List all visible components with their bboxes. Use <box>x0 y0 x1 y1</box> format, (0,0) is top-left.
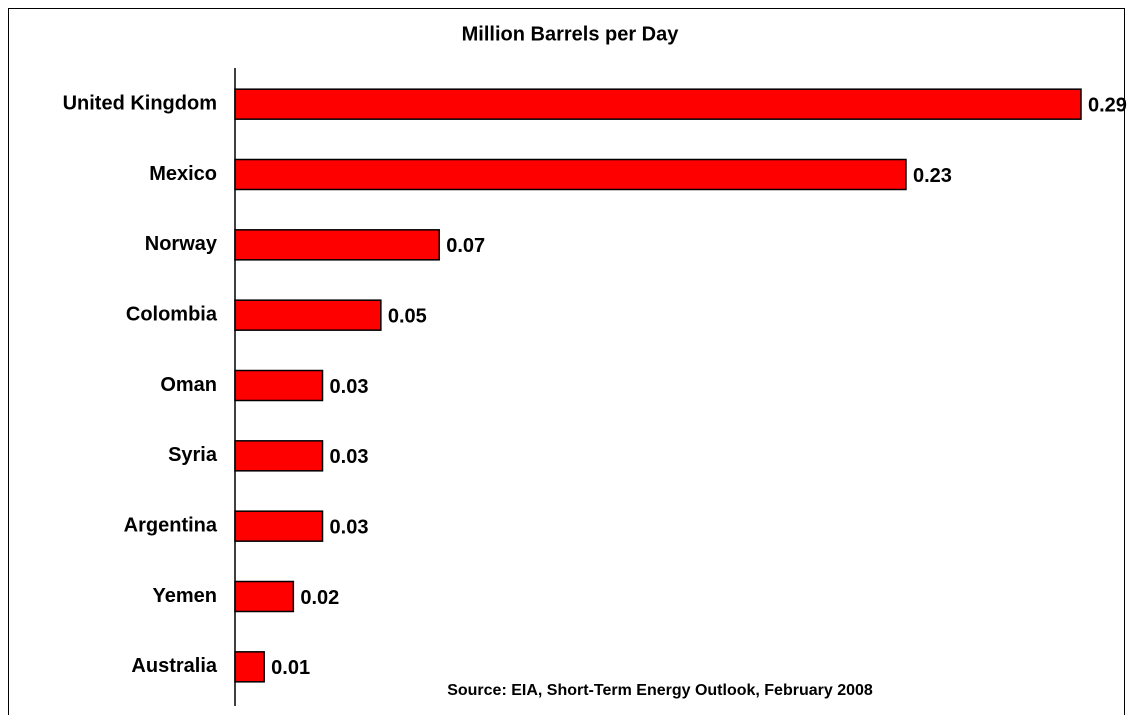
value-label: 0.02 <box>300 587 339 609</box>
bar <box>234 440 324 472</box>
bar <box>234 299 382 331</box>
y-tick-label: United Kingdom <box>63 92 217 114</box>
source-note: Source: EIA, Short-Term Energy Outlook, … <box>447 682 873 699</box>
bar <box>234 651 265 683</box>
value-label: 0.05 <box>388 305 427 327</box>
y-tick-label: Norway <box>145 233 218 255</box>
value-label: 0.23 <box>913 165 952 187</box>
y-tick-label: Syria <box>168 444 218 466</box>
value-label: 0.03 <box>330 376 369 398</box>
chart-title: Million Barrels per Day <box>462 23 680 45</box>
bar <box>234 369 324 402</box>
bar <box>234 229 440 261</box>
y-tick-label: Argentina <box>124 514 218 536</box>
y-tick-label: Oman <box>160 374 217 396</box>
value-label: 0.03 <box>330 446 369 468</box>
y-tick-label: Colombia <box>126 303 218 325</box>
value-label: 0.29 <box>1088 94 1127 116</box>
bar <box>234 158 907 191</box>
y-tick-label: Australia <box>131 655 217 677</box>
y-tick-label: Mexico <box>149 163 217 185</box>
value-label: 0.01 <box>271 657 310 679</box>
value-label: 0.07 <box>446 235 485 257</box>
y-tick-label: Yemen <box>153 585 217 607</box>
value-label: 0.03 <box>330 516 369 538</box>
bar <box>234 510 324 542</box>
chart-frame <box>8 8 1125 715</box>
bar <box>234 580 295 613</box>
bar <box>234 88 1082 120</box>
